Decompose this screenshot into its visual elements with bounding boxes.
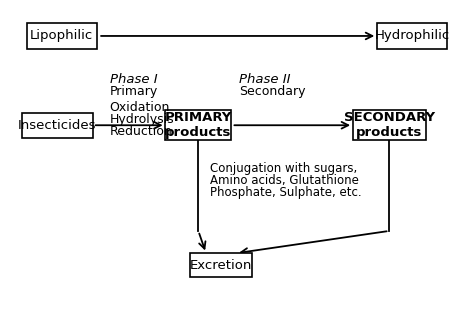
- FancyBboxPatch shape: [165, 110, 231, 140]
- FancyBboxPatch shape: [377, 23, 447, 49]
- Text: Lipophilic: Lipophilic: [30, 29, 93, 42]
- Text: SECONDARY
products: SECONDARY products: [344, 111, 435, 139]
- Text: PRIMARY
products: PRIMARY products: [164, 111, 232, 139]
- Text: Phase II: Phase II: [239, 73, 291, 86]
- FancyBboxPatch shape: [191, 253, 252, 277]
- Text: Phosphate, Sulphate, etc.: Phosphate, Sulphate, etc.: [210, 186, 361, 199]
- Text: Reduction: Reduction: [109, 125, 173, 138]
- Text: Excretion: Excretion: [190, 259, 252, 272]
- Text: Primary: Primary: [109, 85, 158, 98]
- Text: Secondary: Secondary: [239, 85, 306, 98]
- FancyBboxPatch shape: [27, 23, 97, 49]
- Text: Hydrophilic: Hydrophilic: [374, 29, 450, 42]
- Text: Insecticides: Insecticides: [18, 119, 97, 132]
- Text: Hydrolysis: Hydrolysis: [109, 113, 174, 126]
- Text: Amino acids, Glutathione: Amino acids, Glutathione: [210, 174, 358, 187]
- FancyBboxPatch shape: [22, 113, 92, 138]
- Text: Phase I: Phase I: [109, 73, 157, 86]
- FancyBboxPatch shape: [353, 110, 426, 140]
- Text: Oxidation: Oxidation: [109, 101, 170, 114]
- Text: Conjugation with sugars,: Conjugation with sugars,: [210, 162, 357, 175]
